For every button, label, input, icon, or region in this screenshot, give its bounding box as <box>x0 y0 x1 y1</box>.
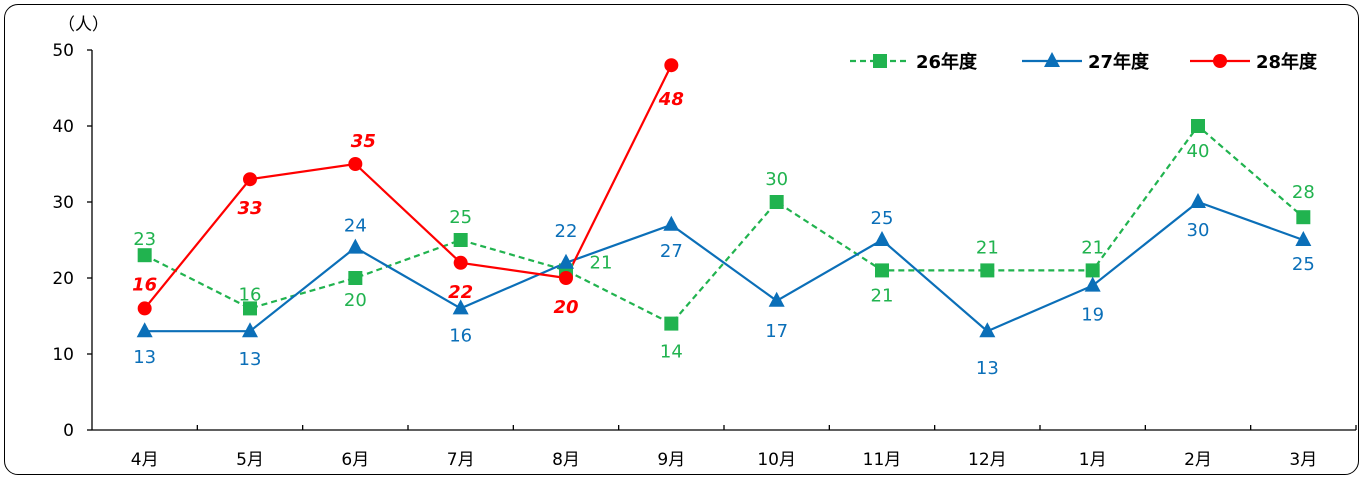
x-tick-label: 10月 <box>757 450 796 470</box>
x-tick-label: 11月 <box>863 450 902 470</box>
series-line-2 <box>143 64 673 310</box>
data-label: 27 <box>660 241 683 262</box>
marker-triangle <box>979 322 996 338</box>
y-tick-label: 30 <box>52 193 74 213</box>
marker-square <box>453 233 468 247</box>
marker-square <box>1085 263 1100 278</box>
marker-circle <box>453 255 468 270</box>
marker-square <box>769 195 784 209</box>
data-label: 21 <box>976 237 999 258</box>
data-label: 17 <box>765 321 788 342</box>
marker-square <box>348 271 363 285</box>
marker-square <box>137 248 152 263</box>
x-tick-label: 12月 <box>968 450 1007 470</box>
y-tick-label: 50 <box>52 41 74 61</box>
x-tick-label: 7月 <box>447 450 475 470</box>
data-label: 20 <box>553 297 578 318</box>
marker-square <box>980 263 995 278</box>
marker-triangle <box>136 322 153 338</box>
data-label: 22 <box>448 282 473 303</box>
data-label: 30 <box>765 169 788 190</box>
marker-triangle <box>768 291 785 307</box>
marker-circle <box>243 172 257 187</box>
data-label: 16 <box>132 274 157 295</box>
marker-square <box>1191 119 1205 133</box>
marker-triangle <box>347 238 364 254</box>
data-label: 16 <box>239 284 262 305</box>
legend-label-0: 26年度 <box>916 51 978 73</box>
data-label: 21 <box>871 285 894 306</box>
data-label: 13 <box>976 358 999 379</box>
data-label: 21 <box>1081 237 1104 258</box>
axes: 0 10 20 30 40 50 （人） 4月 5月 6月 7月 8月 9月 10月 11月 12月 1月 2月 3… <box>52 15 1357 470</box>
legend: 26年度 27年度 28年度 <box>850 51 1318 73</box>
x-tick-label: 4月 <box>131 450 159 470</box>
marker-square <box>664 316 679 331</box>
marker-triangle <box>663 215 680 231</box>
x-tick-label: 5月 <box>236 450 264 470</box>
y-tick-label: 20 <box>52 269 74 289</box>
y-tick-label: 40 <box>52 117 74 137</box>
data-label: 21 <box>590 252 613 273</box>
marker-triangle <box>242 322 258 338</box>
data-label: 33 <box>237 198 262 219</box>
y-tick-label: 10 <box>52 345 74 365</box>
data-label: 13 <box>239 349 262 370</box>
data-label: 25 <box>449 207 472 228</box>
data-labels: 23 16 20 25 21 14 30 21 21 21 40 28 13 13 24 16 22 27 17 25… <box>132 89 1315 379</box>
marker-triangle <box>558 253 574 269</box>
data-label: 28 <box>1292 182 1315 203</box>
marker-triangle <box>452 299 469 315</box>
marker-square <box>243 301 257 316</box>
series-markers <box>136 58 1312 338</box>
legend-marker-circle <box>1213 54 1227 68</box>
data-label: 24 <box>344 216 367 237</box>
x-tick-label: 3月 <box>1289 450 1317 470</box>
data-label: 35 <box>351 131 376 152</box>
x-tick-label: 1月 <box>1079 450 1107 470</box>
data-label: 25 <box>871 208 894 229</box>
data-label: 19 <box>1081 305 1104 326</box>
marker-triangle <box>874 231 890 246</box>
y-axis-unit: （人） <box>58 15 109 35</box>
y-tick-label: 0 <box>63 421 74 441</box>
data-label: 16 <box>449 325 472 346</box>
chart-frame <box>4 4 1359 475</box>
marker-circle <box>137 301 152 316</box>
data-label: 25 <box>1292 254 1315 275</box>
data-label: 30 <box>1187 220 1210 241</box>
data-label: 22 <box>555 221 578 242</box>
marker-triangle <box>1295 231 1312 246</box>
marker-circle <box>664 58 679 73</box>
series-lines <box>143 64 1305 333</box>
marker-circle <box>559 271 573 285</box>
marker-square <box>875 263 889 278</box>
legend-label-1: 27年度 <box>1088 51 1150 73</box>
legend-marker-triangle <box>1044 52 1060 67</box>
series-line-0 <box>144 124 1305 325</box>
data-label: 20 <box>344 290 367 311</box>
data-label: 40 <box>1187 141 1210 162</box>
data-label: 13 <box>133 347 156 368</box>
data-label: 48 <box>658 89 684 110</box>
data-label: 23 <box>133 229 156 250</box>
marker-circle <box>348 157 363 171</box>
x-tick-label: 6月 <box>341 450 369 470</box>
x-tick-label: 2月 <box>1184 450 1212 470</box>
data-label: 14 <box>660 342 683 363</box>
x-tick-label: 9月 <box>657 450 685 470</box>
marker-triangle <box>1084 276 1101 292</box>
legend-label-2: 28年度 <box>1256 51 1318 73</box>
series-line-1 <box>144 200 1304 333</box>
x-tick-label: 8月 <box>552 450 580 470</box>
legend-marker-square <box>873 54 887 68</box>
marker-triangle <box>1190 193 1206 208</box>
marker-square <box>1296 210 1311 225</box>
